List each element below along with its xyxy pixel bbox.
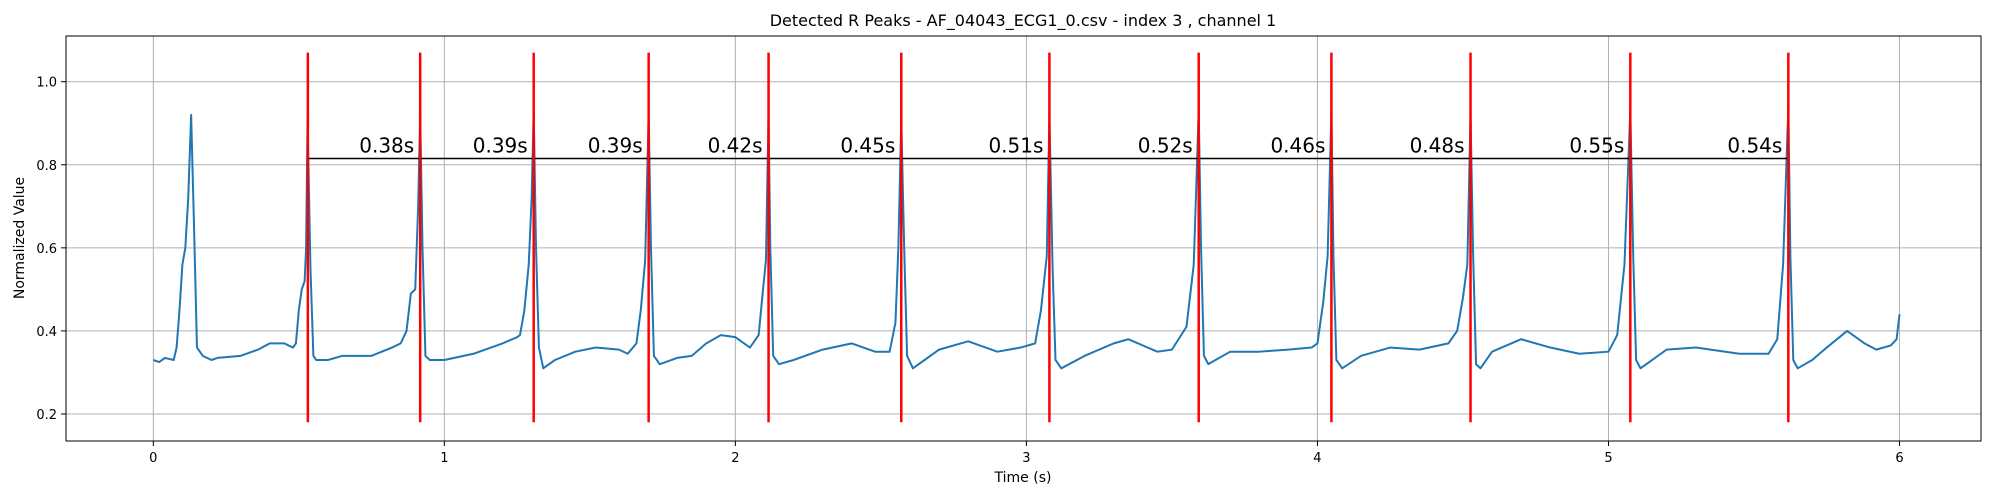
chart-title: Detected R Peaks - AF_04043_ECG1_0.csv -…: [770, 11, 1277, 31]
x-tick-label: 0: [149, 451, 157, 466]
interval-label: 0.45s: [840, 134, 895, 158]
interval-label: 0.46s: [1270, 134, 1325, 158]
interval-label: 0.51s: [988, 134, 1043, 158]
y-tick-label: 0.8: [36, 159, 57, 174]
x-axis-label: Time (s): [994, 470, 1052, 486]
y-tick-label: 0.4: [36, 325, 57, 340]
x-tick-label: 1: [440, 451, 448, 466]
plot-frame: [65, 35, 1982, 442]
interval-label: 0.38s: [359, 134, 414, 158]
x-tick-label: 5: [1604, 451, 1612, 466]
y-tick-label: 1.0: [36, 76, 57, 91]
interval-label: 0.48s: [1410, 134, 1465, 158]
interval-label: 0.54s: [1727, 134, 1782, 158]
interval-label: 0.55s: [1569, 134, 1624, 158]
interval-label: 0.52s: [1138, 134, 1193, 158]
y-tick-label: 0.2: [36, 408, 57, 423]
y-tick-label: 0.6: [36, 242, 57, 257]
interval-label: 0.39s: [473, 134, 528, 158]
interval-label: 0.39s: [588, 134, 643, 158]
x-tick-label: 6: [1895, 451, 1903, 466]
x-tick-label: 4: [1313, 451, 1321, 466]
interval-label: 0.42s: [708, 134, 763, 158]
y-axis-label: Normalized Value: [12, 177, 28, 299]
x-tick-label: 2: [731, 451, 739, 466]
signal-line: [152, 105, 1901, 370]
x-tick-label: 3: [1022, 451, 1030, 466]
